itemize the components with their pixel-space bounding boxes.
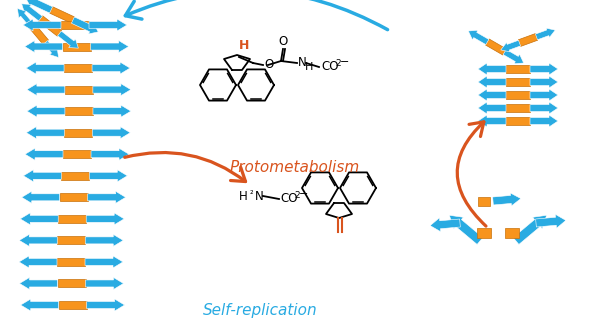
Polygon shape [20,213,58,225]
Text: O: O [264,59,273,72]
Polygon shape [23,19,61,31]
Polygon shape [63,43,91,51]
Polygon shape [57,258,85,266]
Polygon shape [64,129,92,137]
Text: Self-replication: Self-replication [203,302,317,317]
Polygon shape [506,104,530,112]
Polygon shape [89,170,128,182]
Polygon shape [63,150,91,158]
Polygon shape [87,299,125,311]
FancyArrowPatch shape [125,0,388,30]
Polygon shape [478,76,506,88]
Polygon shape [88,191,126,203]
Polygon shape [58,301,87,309]
Polygon shape [530,115,558,127]
Polygon shape [85,277,123,289]
Polygon shape [65,107,93,115]
Text: N: N [255,189,264,202]
Polygon shape [478,115,506,127]
Text: −: − [299,189,308,199]
Polygon shape [19,277,58,289]
Polygon shape [430,218,461,232]
FancyArrowPatch shape [457,122,486,226]
Polygon shape [91,148,129,160]
Polygon shape [28,22,48,44]
Polygon shape [26,127,64,139]
Text: ₂: ₂ [250,187,253,196]
Polygon shape [27,105,65,117]
Polygon shape [22,191,60,203]
Polygon shape [57,236,85,244]
Polygon shape [501,40,521,52]
Polygon shape [25,41,63,53]
Polygon shape [61,21,89,29]
Polygon shape [89,19,127,31]
Text: H: H [239,189,248,202]
Polygon shape [26,0,52,13]
Polygon shape [58,31,78,48]
Polygon shape [65,86,93,94]
Polygon shape [72,17,98,34]
Polygon shape [17,8,32,25]
Polygon shape [530,76,558,88]
Polygon shape [86,213,124,225]
Polygon shape [19,234,57,246]
Polygon shape [478,196,490,205]
FancyArrowPatch shape [125,153,246,181]
Polygon shape [449,215,483,244]
Text: Protometabolism: Protometabolism [230,161,360,175]
Polygon shape [513,215,547,244]
Polygon shape [49,7,75,23]
Polygon shape [503,49,524,64]
Polygon shape [39,16,61,36]
Polygon shape [535,28,555,40]
Polygon shape [25,148,63,160]
Polygon shape [91,41,129,53]
Polygon shape [478,63,506,75]
Polygon shape [530,63,558,75]
Polygon shape [61,172,89,180]
Polygon shape [518,34,538,46]
Polygon shape [530,89,558,101]
Polygon shape [26,62,64,74]
Polygon shape [22,4,42,21]
Text: H: H [305,62,314,72]
Polygon shape [19,256,57,268]
Text: 2: 2 [294,191,300,200]
Polygon shape [486,39,506,55]
Text: H: H [239,39,249,52]
Polygon shape [64,64,92,72]
Polygon shape [505,228,519,238]
Polygon shape [506,78,530,86]
Polygon shape [60,193,88,201]
Polygon shape [93,105,131,117]
Text: O: O [278,35,288,48]
Polygon shape [58,279,85,287]
Polygon shape [477,228,491,238]
Polygon shape [468,30,489,45]
Polygon shape [93,84,131,96]
Polygon shape [85,234,123,246]
Polygon shape [23,170,61,182]
Text: −: − [340,57,349,67]
Polygon shape [506,91,530,99]
Text: CO: CO [321,61,338,74]
Polygon shape [92,62,130,74]
Polygon shape [478,102,506,114]
Polygon shape [492,193,521,206]
Text: 2: 2 [335,60,341,69]
Polygon shape [20,299,58,311]
Polygon shape [85,256,123,268]
Polygon shape [478,89,506,101]
Polygon shape [506,117,530,125]
Polygon shape [58,215,86,223]
Polygon shape [27,84,65,96]
Text: CO: CO [280,192,297,205]
Polygon shape [44,41,58,58]
Polygon shape [506,65,530,73]
Text: N: N [298,57,307,70]
Polygon shape [536,214,566,228]
Polygon shape [530,102,558,114]
Polygon shape [92,127,130,139]
